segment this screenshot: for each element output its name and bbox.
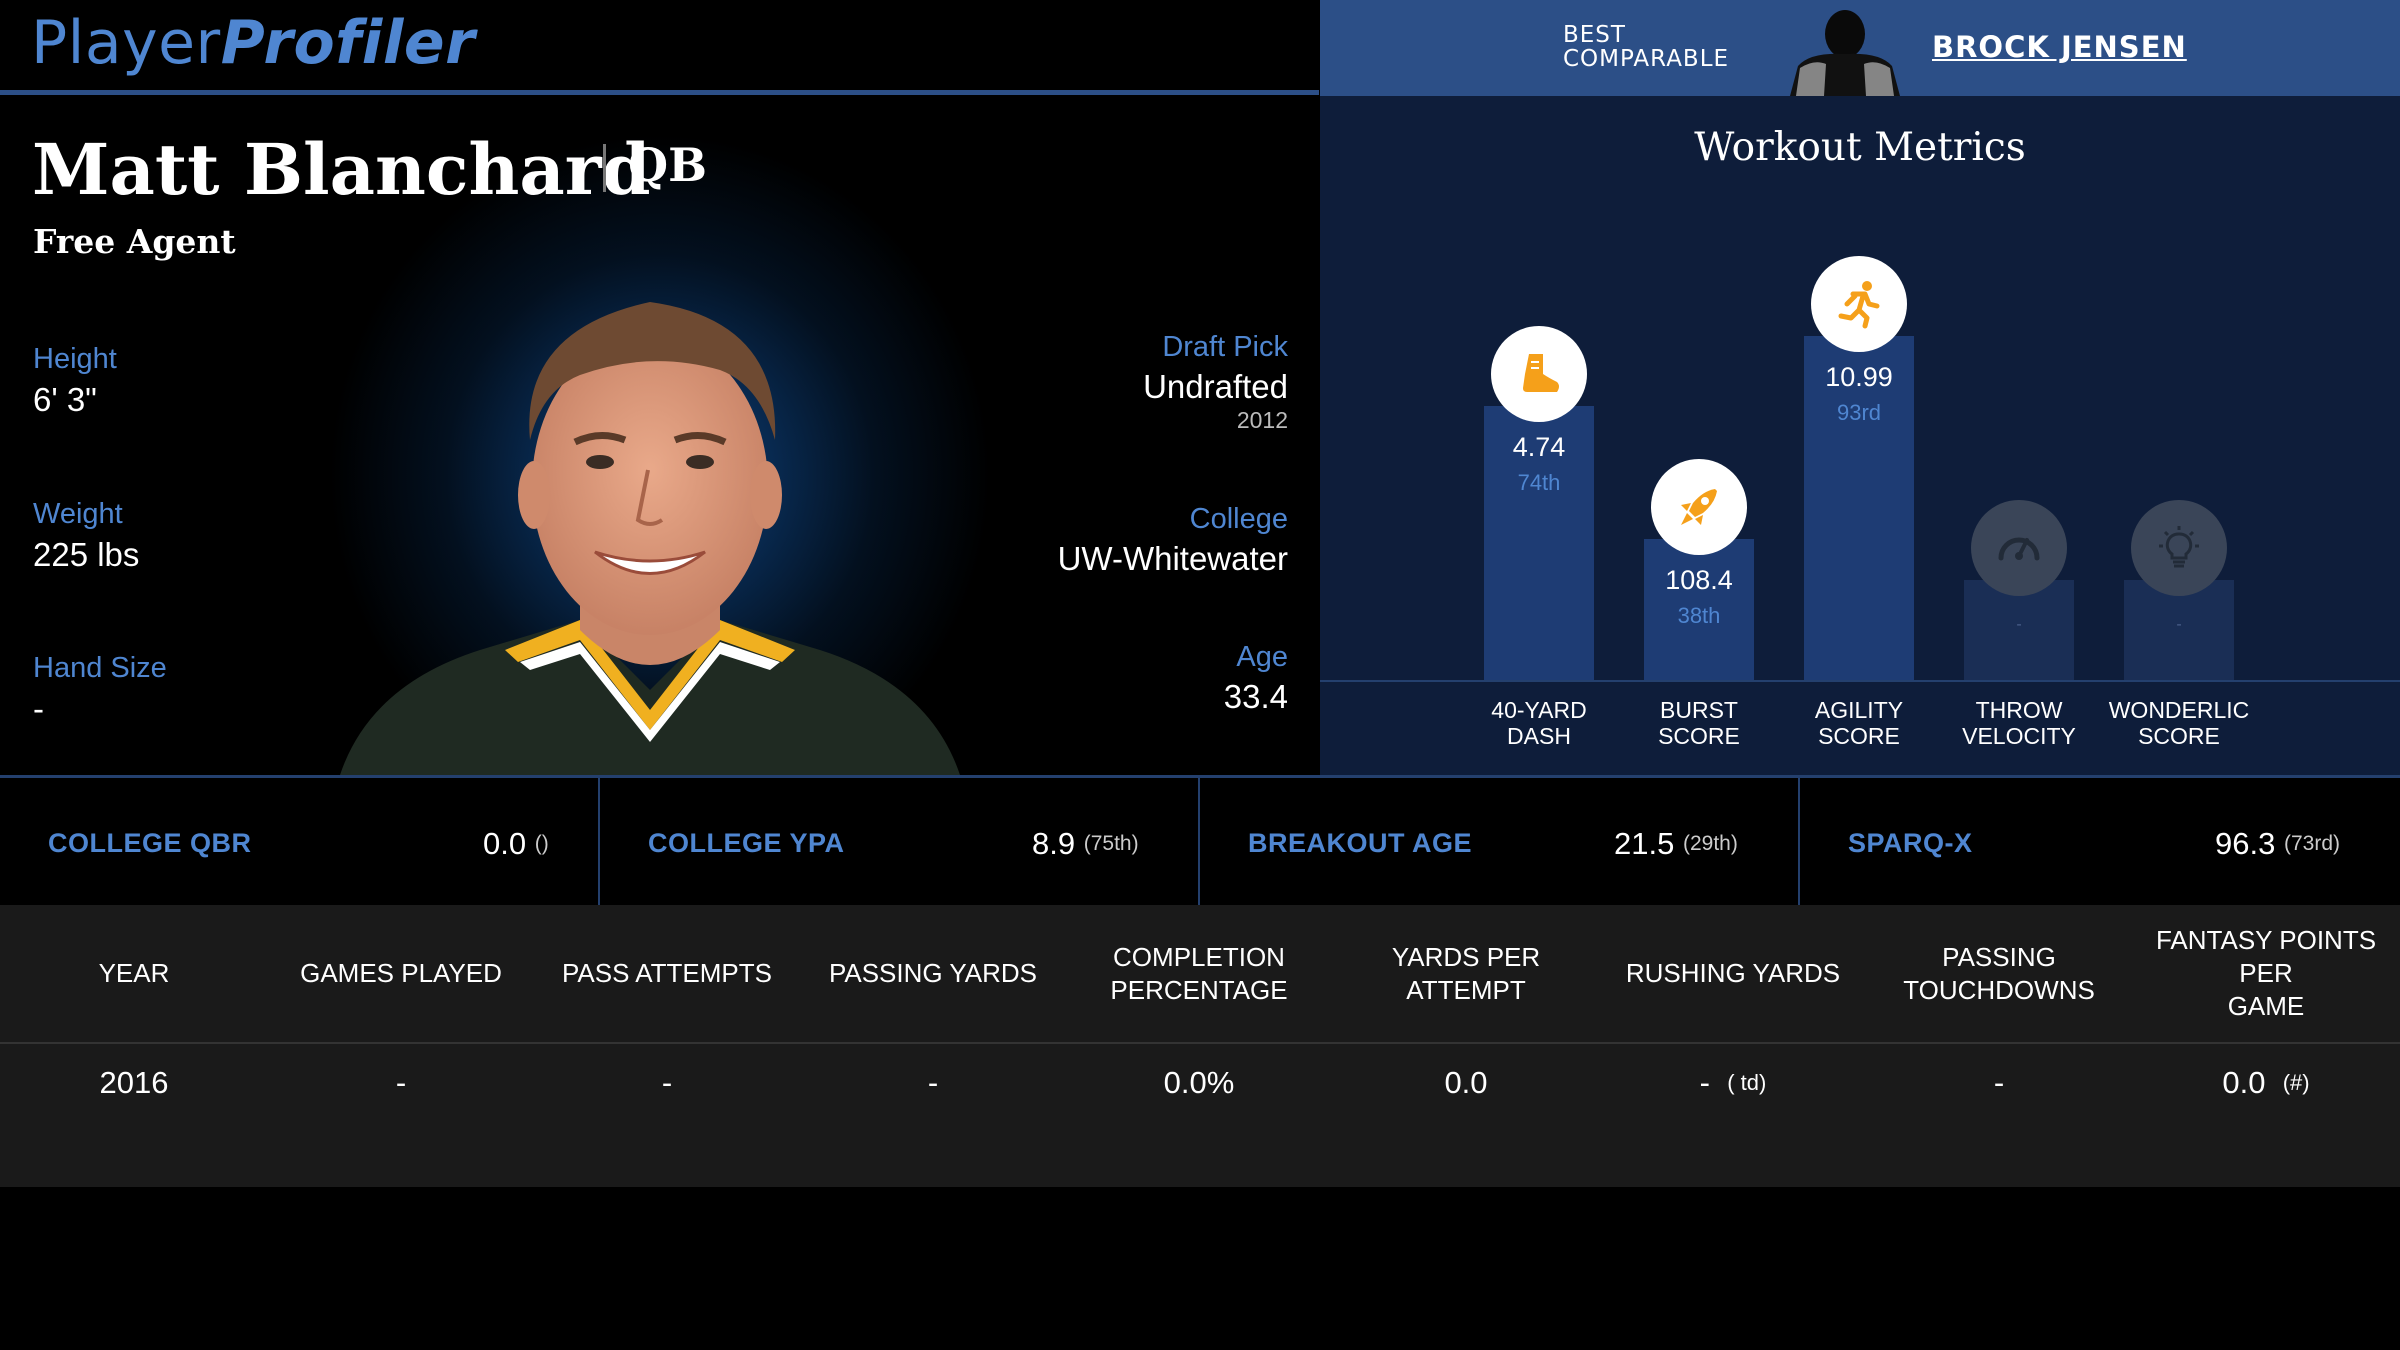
cell-completion-percentage: 0.0% (1163, 1065, 1235, 1100)
column-header-year: YEAR (98, 958, 170, 988)
hand-size-value: - (33, 690, 44, 727)
workout-percentile: 38th (1677, 603, 1721, 628)
workout-label: AGILITY SCORE (1814, 697, 1904, 749)
height-label: Height (33, 343, 117, 375)
column-header-passing-touchdowns: PASSING TOUCHDOWNS (1903, 941, 2095, 1005)
player-team: Free Agent (33, 222, 236, 261)
workout-bar-40-yard (1484, 406, 1594, 680)
logo-text-profiler: Profiler (220, 8, 476, 78)
metric-divider (598, 778, 600, 905)
metric-divider (1198, 778, 1200, 905)
speedometer-icon (1971, 500, 2067, 596)
workout-bar-agility (1804, 336, 1914, 680)
column-header-pass-attempts: PASS ATTEMPTS (562, 958, 772, 988)
workout-label: THROW VELOCITY (1962, 697, 2076, 749)
college-value: UW-Whitewater (1057, 540, 1288, 577)
cell-pass-attempts: - (661, 1065, 673, 1100)
column-header-completion-percentage: COMPLETION PERCENTAGE (1110, 941, 1288, 1005)
workout-percentile: 93rd (1836, 400, 1882, 425)
column-header-rushing-yards: RUSHING YARDS (1625, 958, 1841, 988)
workout-bar-wonderlic (2124, 580, 2234, 680)
cell-passing-touchdowns: - (1993, 1065, 2005, 1100)
metric-value: 96.3 (73rd) (2215, 826, 2340, 861)
column-header-yards-per-attempt: YARDS PER ATTEMPT (1391, 941, 1541, 1005)
cell-games-played: - (395, 1065, 407, 1100)
running-shoe-icon (1491, 326, 1587, 422)
column-header-fantasy-points: FANTASY POINTS PER GAME (2155, 925, 2377, 1021)
college-metrics-strip (0, 775, 2400, 908)
player-profiler-logo[interactable]: PlayerProfiler (31, 8, 475, 78)
metric-college-qbr: COLLEGE QBR 0.0 () (0, 778, 598, 905)
logo-bar (0, 0, 1319, 95)
player-name: Matt Blanchard (32, 128, 651, 211)
workout-percentile: 74th (1517, 470, 1561, 495)
cell-rushing-yards: - ( td) (1699, 1065, 1767, 1100)
draft-year: 2012 (1236, 407, 1288, 433)
height-value: 6' 3" (33, 381, 97, 418)
workout-value: - (2176, 616, 2182, 633)
player-headshot (340, 302, 960, 775)
workout-bar-throw (1964, 580, 2074, 680)
cell-fantasy-points: 0.0 (#) (2222, 1065, 2310, 1100)
metric-label: COLLEGE QBR (48, 828, 252, 858)
logo-text-player: Player (31, 8, 221, 78)
weight-value: 225 lbs (33, 536, 140, 573)
column-header-passing-yards: PASSING YARDS (828, 958, 1038, 988)
weight-label: Weight (33, 498, 123, 530)
metric-value: 8.9 (75th) (1032, 826, 1139, 861)
cell-yards-per-attempt: 0.0 (1444, 1065, 1488, 1100)
workout-baseline (1320, 680, 2400, 682)
running-person-icon (1811, 256, 1907, 352)
metric-label: COLLEGE YPA (648, 828, 845, 858)
season-stats-table: YEAR GAMES PLAYED PASS ATTEMPTS PASSING … (0, 905, 2400, 1187)
cell-passing-yards: - (927, 1065, 939, 1100)
best-comparable-label: BEST COMPARABLE (1563, 22, 1730, 72)
hand-size-label: Hand Size (33, 652, 167, 684)
table-header-rule (0, 1042, 2400, 1044)
cell-year: 2016 (99, 1065, 169, 1100)
metric-label: SPARQ-X (1848, 828, 1973, 858)
age-label: Age (1236, 641, 1288, 673)
name-divider (603, 144, 606, 192)
metric-divider (1798, 778, 1800, 905)
metric-value: 0.0 () (483, 826, 549, 861)
player-position: QB (628, 138, 707, 192)
workout-label: BURST SCORE (1658, 697, 1740, 749)
metric-sparq-x: SPARQ-X 96.3 (73rd) (1800, 778, 2400, 905)
metric-breakout-age: BREAKOUT AGE 21.5 (29th) (1200, 778, 1798, 905)
workout-value: 108.4 (1665, 565, 1733, 595)
metric-college-ypa: COLLEGE YPA 8.9 (75th) (600, 778, 1198, 905)
lightbulb-icon (2131, 500, 2227, 596)
workout-label: WONDERLIC SCORE (2108, 697, 2250, 749)
metric-label: BREAKOUT AGE (1248, 828, 1473, 858)
workout-value: 10.99 (1825, 362, 1893, 392)
workout-metrics-title: Workout Metrics (1694, 125, 2026, 170)
age-value: 33.4 (1223, 678, 1288, 715)
workout-bar-burst (1644, 539, 1754, 680)
column-header-games-played: GAMES PLAYED (300, 958, 502, 988)
workout-label: 40-YARD DASH (1491, 697, 1587, 749)
metric-value: 21.5 (29th) (1614, 826, 1738, 861)
draft-pick-label: Draft Pick (1162, 331, 1288, 363)
draft-pick-value: Undrafted (1143, 368, 1288, 405)
comparable-player-silhouette-icon (1790, 10, 1900, 96)
college-label: College (1189, 503, 1288, 535)
rocket-icon (1651, 459, 1747, 555)
workout-value: 4.74 (1512, 432, 1566, 462)
workout-value: - (2016, 616, 2022, 633)
comparable-player-link[interactable]: BROCK JENSEN (1932, 30, 2187, 64)
